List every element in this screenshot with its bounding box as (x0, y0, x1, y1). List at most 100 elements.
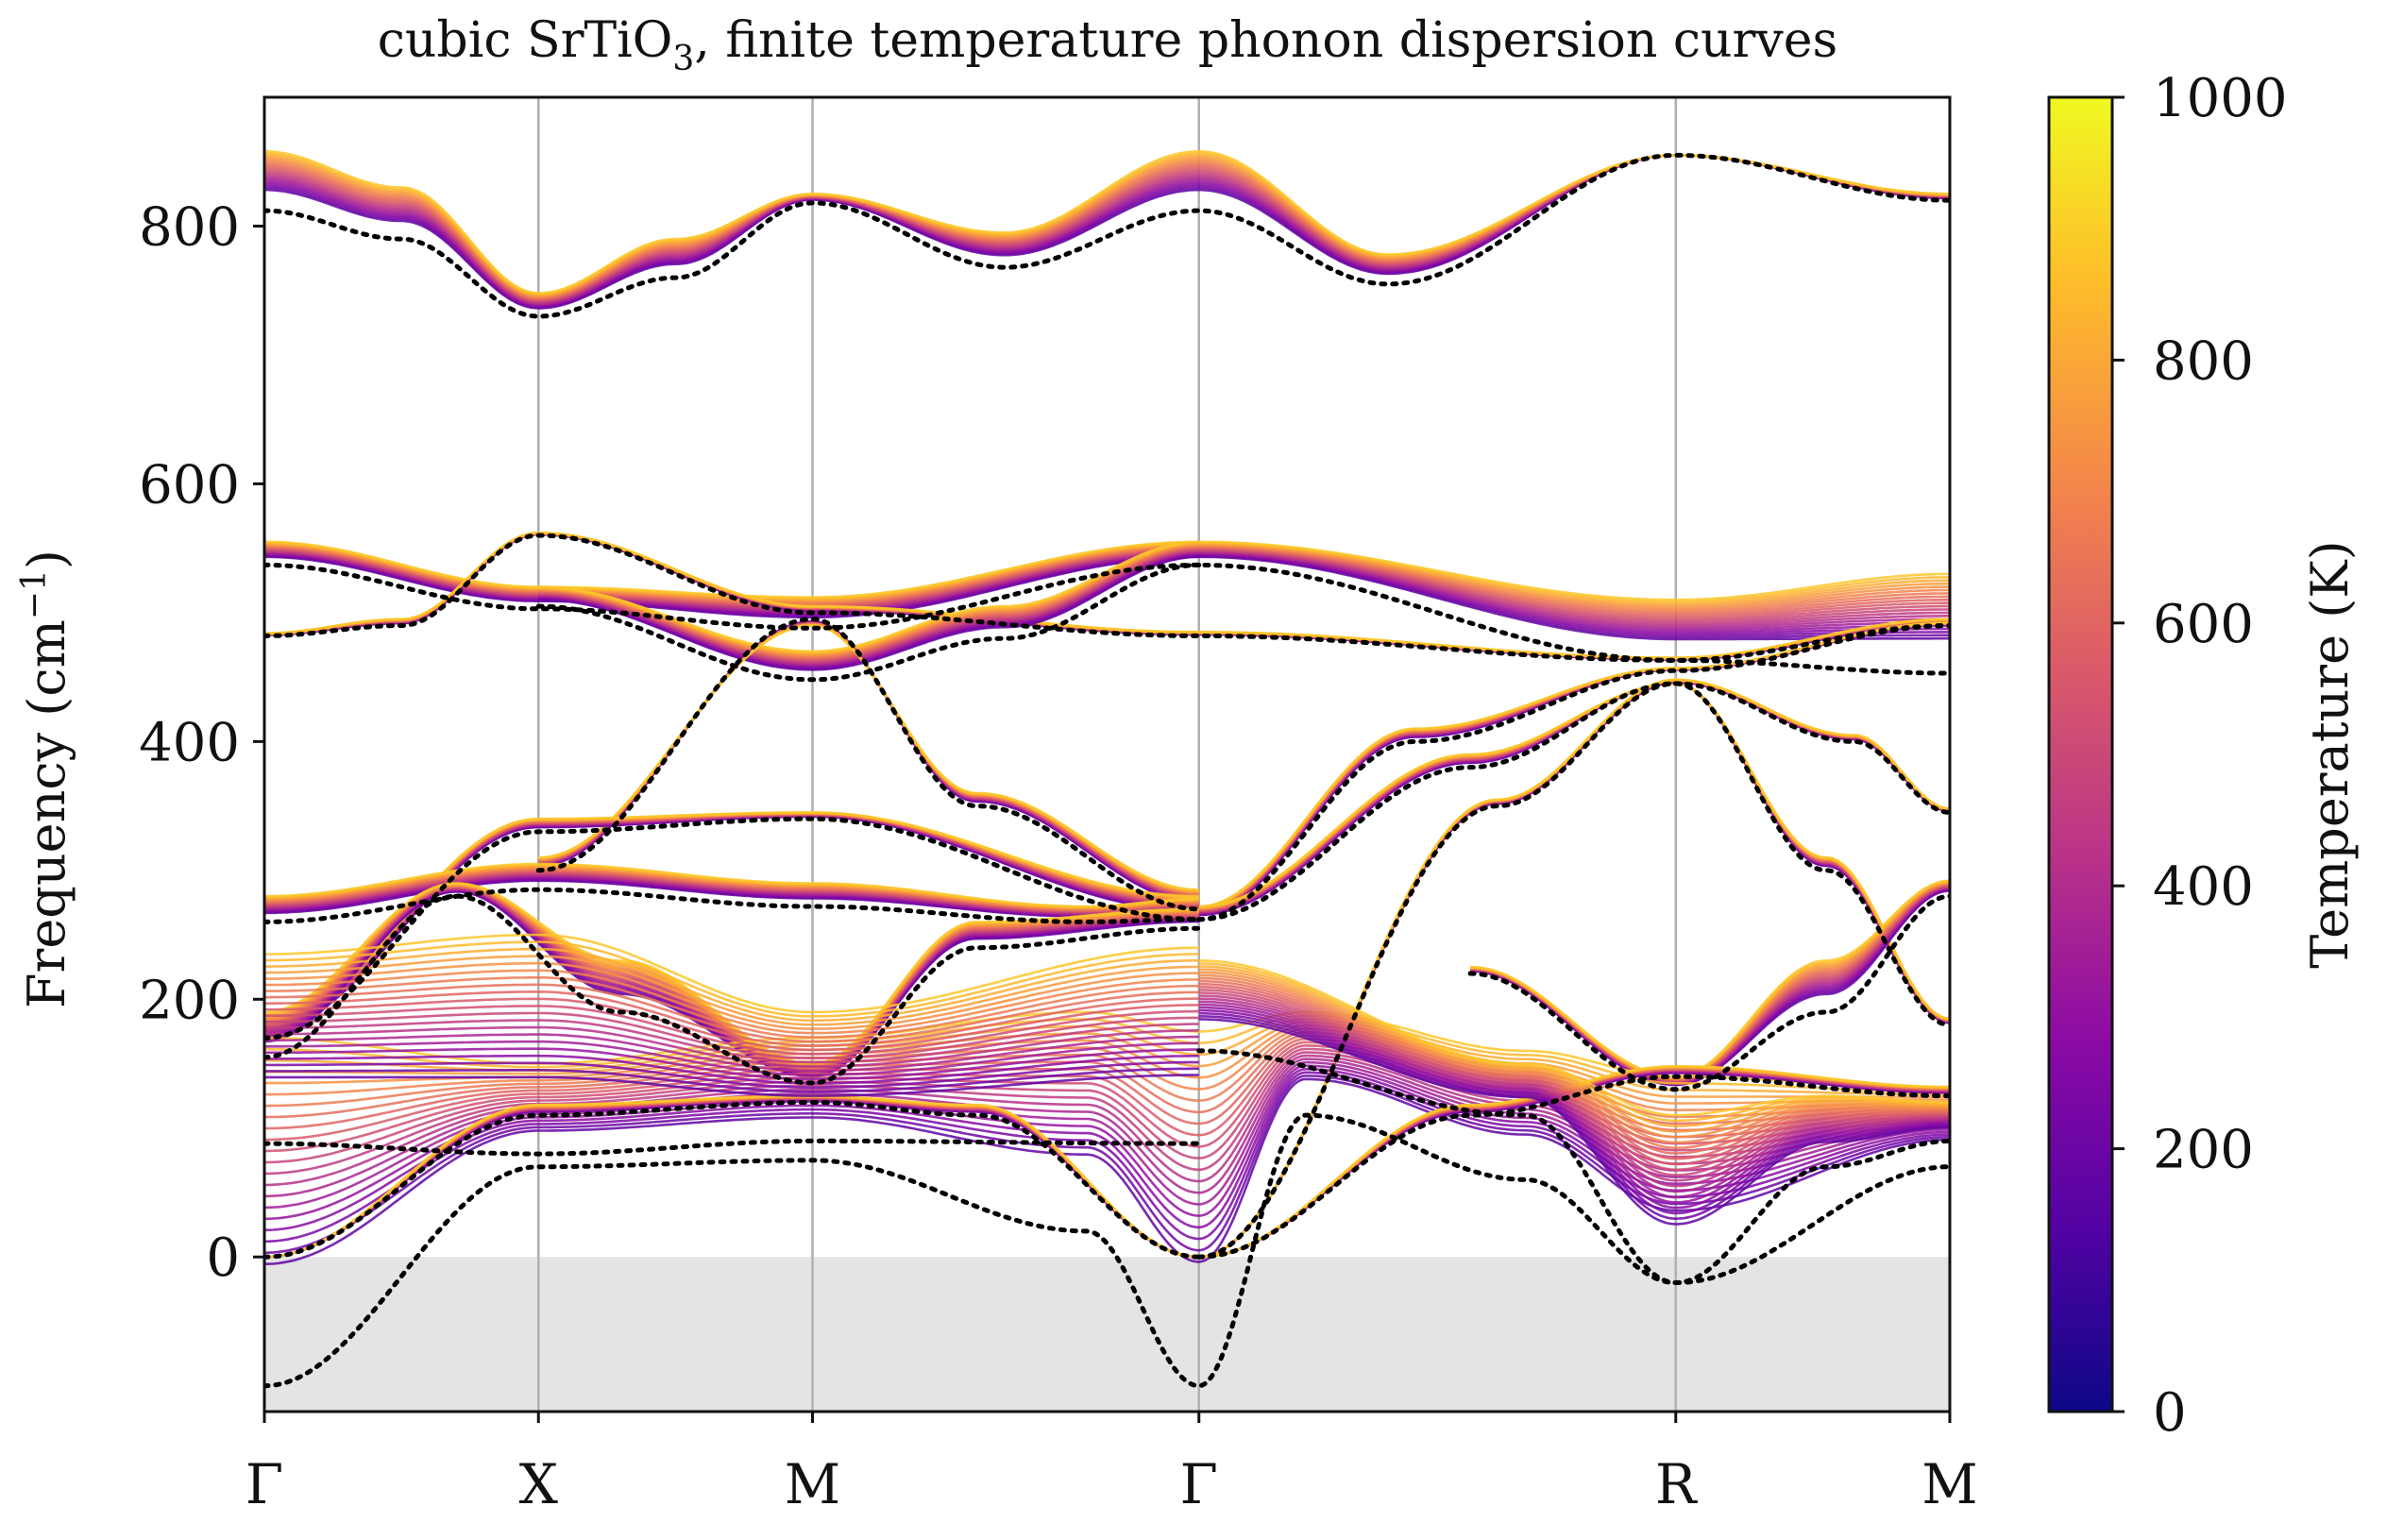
branch-low-gamma-soft-T520 (264, 1019, 1199, 1064)
branch-optical-high-T920 (264, 154, 1950, 296)
y-axis-ticks: 0 200 400 600 800 (139, 196, 264, 1289)
branch-low-gamma-soft-T920 (264, 947, 1199, 1023)
branch-soft-R-low-T880 (1198, 968, 1950, 1133)
reference-optical-x-drop (535, 562, 1202, 683)
plot-area: 0 200 400 600 800 Γ X M Γ R M (139, 95, 1978, 1516)
branch-soft-R-low-T920 (1198, 965, 1950, 1127)
branch-optical-high-T760 (264, 154, 1950, 299)
branch-optical-high-T880 (264, 154, 1950, 297)
branch-optical-high-T320 (264, 154, 1950, 308)
branch-soft-R-low-T320 (1198, 1008, 1950, 1210)
branch-soft-R-low-T440 (1198, 1000, 1950, 1193)
branch-low-gamma-soft-T400 (264, 1040, 1199, 1076)
colorbar-tick-label: 0 (2153, 1382, 2187, 1444)
branch-tilt-mode-G-T840 (264, 1024, 1950, 1105)
branch-low-gamma-soft-T440 (264, 1033, 1199, 1073)
colorbar-ticks: 0 200 400 600 800 1000 (2112, 68, 2288, 1444)
branch-optical-high-T240 (264, 154, 1950, 309)
branch-low-gamma-soft-T240 (264, 1067, 1199, 1093)
branch-soft-R-M-T1000 (1470, 879, 1950, 1078)
y-tick-label: 400 (139, 712, 240, 773)
branch-soft-R-low-T760 (1198, 976, 1950, 1149)
branch-low-gamma-soft-T720 (264, 983, 1199, 1043)
colorbar-tick-label: 600 (2153, 594, 2254, 655)
branch-optical-high-T480 (264, 154, 1950, 305)
colorbar-frame (2047, 95, 2114, 1413)
branch-low-gamma-soft-T880 (264, 955, 1199, 1026)
branch-low-gamma-soft-T480 (264, 1025, 1199, 1068)
branch-soft-R-low-T520 (1198, 994, 1950, 1182)
colorbar-label: Temperature (K) (2300, 540, 2360, 968)
branch-soft-R-M-T960 (1470, 880, 1950, 1078)
reference-low-gamma-soft (264, 1138, 1202, 1157)
y-axis-label: Frequency (cm−1) (15, 550, 76, 1008)
y-tick-label: 600 (139, 454, 240, 516)
x-tick-label: M (785, 1452, 840, 1516)
branch-optical-high-T640 (264, 154, 1950, 301)
branch-optical-high-T360 (264, 154, 1950, 307)
branch-optical-high-T680 (264, 154, 1950, 301)
branch-soft-R-low-T560 (1198, 991, 1950, 1176)
colorbar-ramp (2049, 97, 2112, 1412)
branch-low-gamma-soft-T680 (264, 990, 1199, 1047)
branch-low-gamma-soft-T1000 (264, 933, 1199, 1014)
branch-tilt-mode-G-T880 (264, 1021, 1950, 1099)
y-tick-label: 200 (139, 970, 240, 1031)
reference-optical-high (264, 152, 1950, 319)
branch-soft-R-low-T720 (1198, 979, 1950, 1155)
branch-tilt-mode-G-T600 (264, 1044, 1950, 1153)
colorbar-tick-label: 1000 (2153, 68, 2288, 129)
branch-soft-R-M-T760 (1470, 882, 1950, 1081)
x-tick-label: X (519, 1452, 559, 1516)
branch-low-gamma-soft-T200 (264, 1074, 1199, 1097)
branch-low-gamma-soft-T280 (264, 1060, 1199, 1090)
reference-acoustic-TA-R (1196, 1074, 1950, 1260)
branch-mixed-up-to-R-T1000 (1198, 621, 1950, 908)
branch-gamma-M-steep-T1000 (538, 624, 1199, 891)
branch-optical-high-T200 (264, 154, 1950, 310)
branch-soft-R-low-T1000 (1198, 959, 1950, 1117)
branch-optical-high-T440 (264, 154, 1950, 305)
colorbar-tick-label: 800 (2153, 330, 2254, 392)
branch-soft-R-low-T840 (1198, 971, 1950, 1139)
reference-soft-R-low (1196, 1048, 1950, 1286)
plot-frame (262, 95, 1952, 1413)
branch-optical-high-T1000 (264, 149, 1950, 295)
branch-optical-high-T600 (264, 154, 1950, 302)
branch-tilt-mode-G-T240 (264, 1075, 1950, 1255)
branch-low-gamma-soft-T760 (264, 976, 1199, 1039)
reference-gamma-X-rise (264, 816, 1202, 1041)
branch-soft-R-low-T280 (1198, 1011, 1950, 1215)
branch-soft-R-low-T360 (1198, 1006, 1950, 1204)
x-tick-label: Γ (1180, 1452, 1218, 1516)
x-tick-label: R (1655, 1452, 1699, 1516)
branch-soft-R-M-T800 (1470, 882, 1950, 1080)
chart-title: cubic SrTiO3, finite temperature phonon … (378, 12, 1837, 78)
reference-optical-550 (264, 562, 1950, 676)
branch-soft-R-M-T920 (1470, 880, 1950, 1079)
branch-low-gamma-soft-T360 (264, 1047, 1199, 1081)
branch-optical-482-T1000 (264, 532, 1950, 659)
colorbar-tick-label: 200 (2153, 1120, 2254, 1181)
colorbar: 0 200 400 600 800 1000 Temperature (K) (2047, 68, 2360, 1444)
branch-low-gamma-soft-T560 (264, 1011, 1199, 1059)
branch-optical-550-T1000 (264, 540, 1950, 601)
branch-soft-R-M-T720 (1470, 883, 1950, 1081)
dispersion-branches (264, 149, 1950, 1265)
branch-optical-high-T400 (264, 154, 1950, 306)
branch-optical-high-T960 (264, 152, 1950, 296)
y-tick-label: 0 (206, 1227, 240, 1289)
branch-soft-R-low-T640 (1198, 986, 1950, 1166)
branch-soft-R-low-T600 (1198, 989, 1950, 1172)
reference-gamma-M-steep (535, 617, 1202, 912)
branch-optical-high-T560 (264, 154, 1950, 303)
branch-soft-R-low-T200 (1198, 1018, 1950, 1226)
reference-mixed-up-to-R (1196, 623, 1950, 922)
x-tick-label: M (1921, 1452, 1977, 1516)
branch-low-gamma-soft-T320 (264, 1054, 1199, 1085)
reference-soft-R-M (1467, 893, 1950, 1092)
branch-soft-R-low-T240 (1198, 1015, 1950, 1221)
branch-soft-R-M-T880 (1470, 881, 1950, 1079)
branch-tilt-mode-G-T920 (264, 1017, 1950, 1096)
